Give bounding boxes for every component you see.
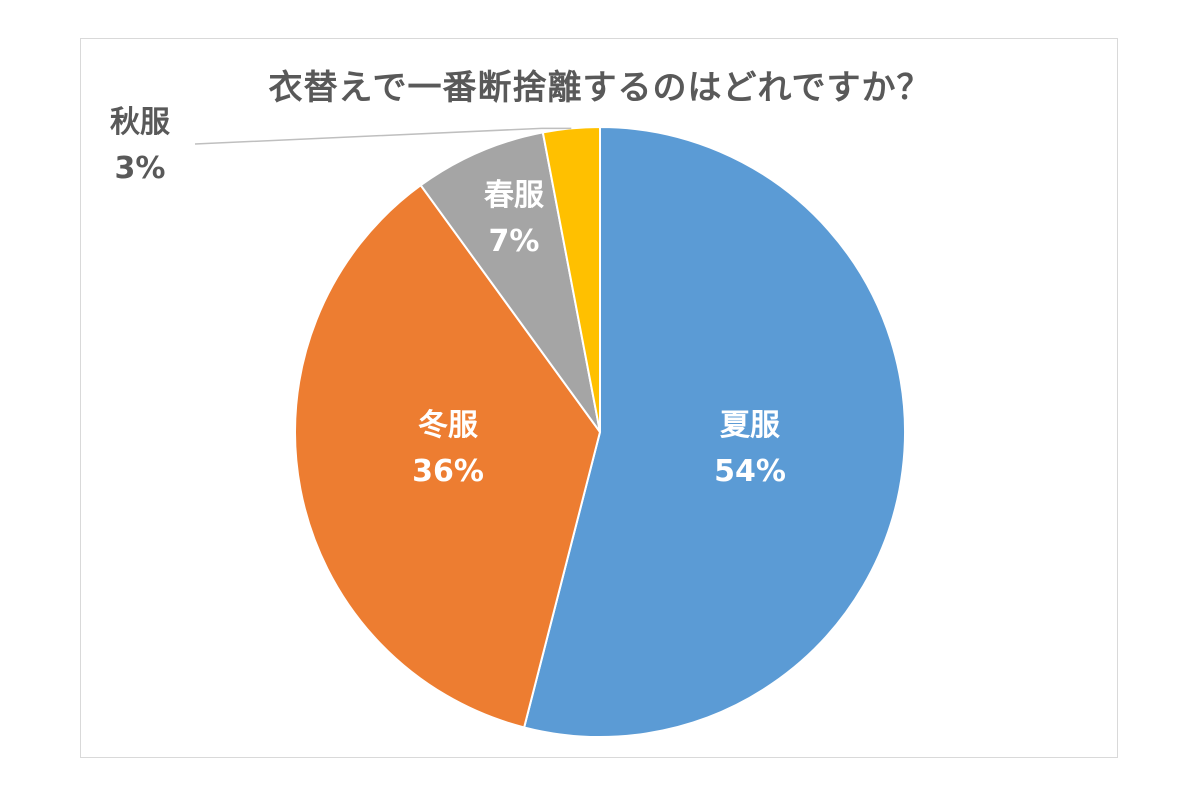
pie-slice-0 <box>522 125 906 738</box>
chart-title: 衣替えで一番断捨離するのはどれですか？ <box>268 68 932 108</box>
slice-label-0: 夏服 <box>720 408 781 443</box>
pie-slice-1 <box>294 183 602 729</box>
slice-label-2: 春服 <box>484 178 545 213</box>
pie-slice-2 <box>419 131 601 433</box>
slice-label-1: 冬服 <box>418 408 479 443</box>
slice-label-3: 秋服 <box>110 105 171 140</box>
slice-percent-2: 7% <box>489 224 540 259</box>
slice-percent-3: 3% <box>115 151 166 186</box>
leader-line-3 <box>194 127 572 145</box>
slice-percent-0: 54% <box>714 454 786 489</box>
pie-slice-3 <box>541 125 601 433</box>
slice-percent-1: 36% <box>412 454 484 489</box>
